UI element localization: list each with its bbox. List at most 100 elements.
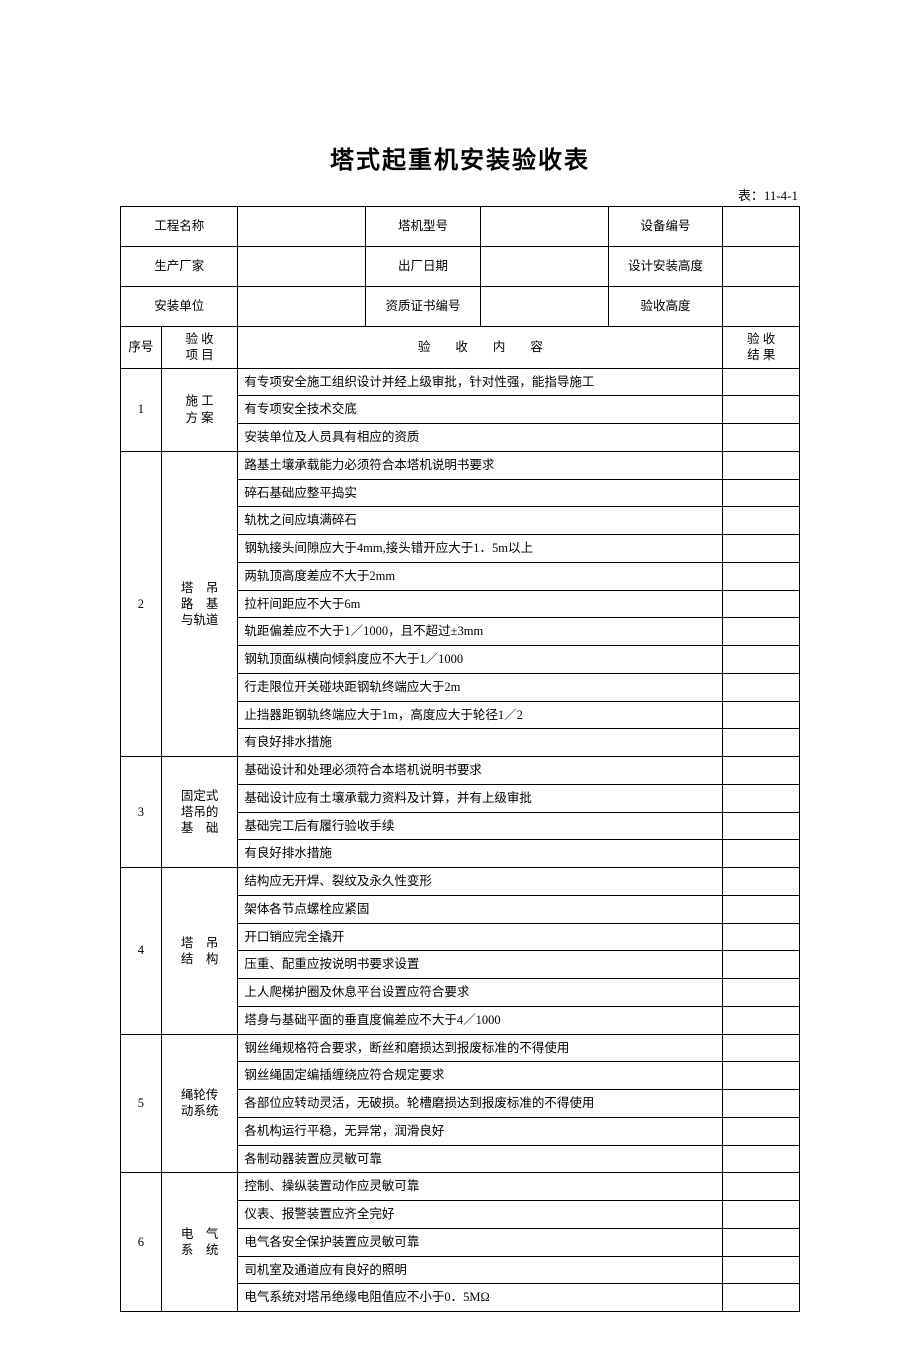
header-label: 设备编号 xyxy=(608,207,723,247)
category-cell: 塔 吊路 基与轨道 xyxy=(161,451,238,756)
header-label: 工程名称 xyxy=(121,207,238,247)
table-row: 2塔 吊路 基与轨道路基土壤承载能力必须符合本塔机说明书要求 xyxy=(121,451,800,479)
seq-cell: 4 xyxy=(121,868,162,1035)
content-cell: 司机室及通道应有良好的照明 xyxy=(238,1256,723,1284)
header-value xyxy=(480,247,608,287)
seq-cell: 5 xyxy=(121,1034,162,1173)
col-header-result: 验 收结 果 xyxy=(723,327,800,369)
table-row: 1施 工方 案有专项安全施工组织设计并经上级审批，针对性强，能指导施工 xyxy=(121,368,800,396)
content-cell: 钢轨接头间隙应大于4mm,接头错开应大于1．5m以上 xyxy=(238,535,723,563)
result-cell xyxy=(723,590,800,618)
content-cell: 钢丝绳规格符合要求，断丝和磨损达到报废标准的不得使用 xyxy=(238,1034,723,1062)
header-value xyxy=(238,207,366,247)
content-cell: 上人爬梯护圈及休息平台设置应符合要求 xyxy=(238,979,723,1007)
header-value xyxy=(723,287,800,327)
content-cell: 有专项安全技术交底 xyxy=(238,396,723,424)
result-cell xyxy=(723,673,800,701)
result-cell xyxy=(723,618,800,646)
content-cell: 压重、配重应按说明书要求设置 xyxy=(238,951,723,979)
result-cell xyxy=(723,729,800,757)
content-cell: 有良好排水措施 xyxy=(238,729,723,757)
content-cell: 塔身与基础平面的垂直度偏差应不大于4／1000 xyxy=(238,1006,723,1034)
header-label: 设计安装高度 xyxy=(608,247,723,287)
col-header-content: 验 收 内 容 xyxy=(238,327,723,369)
result-cell xyxy=(723,979,800,1007)
result-cell xyxy=(723,1201,800,1229)
result-cell xyxy=(723,562,800,590)
content-cell: 基础设计应有土壤承载力资料及计算，并有上级审批 xyxy=(238,784,723,812)
result-cell xyxy=(723,812,800,840)
result-cell xyxy=(723,424,800,452)
header-label: 资质证书编号 xyxy=(366,287,481,327)
header-value xyxy=(238,287,366,327)
result-cell xyxy=(723,1062,800,1090)
result-cell xyxy=(723,479,800,507)
content-cell: 有专项安全施工组织设计并经上级审批，针对性强，能指导施工 xyxy=(238,368,723,396)
content-cell: 钢轨顶面纵横向倾斜度应不大于1／1000 xyxy=(238,646,723,674)
result-cell xyxy=(723,701,800,729)
result-cell xyxy=(723,1006,800,1034)
content-cell: 路基土壤承载能力必须符合本塔机说明书要求 xyxy=(238,451,723,479)
content-cell: 碎石基础应整平捣实 xyxy=(238,479,723,507)
result-cell xyxy=(723,868,800,896)
content-cell: 控制、操纵装置动作应灵敏可靠 xyxy=(238,1173,723,1201)
content-cell: 轨枕之间应填满碎石 xyxy=(238,507,723,535)
col-header-seq: 序号 xyxy=(121,327,162,369)
content-cell: 各机构运行平稳，无异常，润滑良好 xyxy=(238,1117,723,1145)
content-cell: 止挡器距钢轨终端应大于1m，高度应大于轮径1／2 xyxy=(238,701,723,729)
result-cell xyxy=(723,840,800,868)
result-cell xyxy=(723,1090,800,1118)
result-cell xyxy=(723,1256,800,1284)
seq-cell: 6 xyxy=(121,1173,162,1312)
category-cell: 固定式塔吊的基 础 xyxy=(161,757,238,868)
category-cell: 电 气系 统 xyxy=(161,1173,238,1312)
result-cell xyxy=(723,1284,800,1312)
content-cell: 轨距偏差应不大于1／1000，且不超过±3mm xyxy=(238,618,723,646)
content-cell: 安装单位及人员具有相应的资质 xyxy=(238,424,723,452)
table-row: 3固定式塔吊的基 础基础设计和处理必须符合本塔机说明书要求 xyxy=(121,757,800,785)
table-row: 5绳轮传动系统钢丝绳规格符合要求，断丝和磨损达到报废标准的不得使用 xyxy=(121,1034,800,1062)
content-cell: 行走限位开关碰块距钢轨终端应大于2m xyxy=(238,673,723,701)
result-cell xyxy=(723,646,800,674)
seq-cell: 1 xyxy=(121,368,162,451)
header-value xyxy=(723,207,800,247)
table-row: 6电 气系 统控制、操纵装置动作应灵敏可靠 xyxy=(121,1173,800,1201)
table-row: 4塔 吊结 构结构应无开焊、裂纹及永久性变形 xyxy=(121,868,800,896)
result-cell xyxy=(723,895,800,923)
result-cell xyxy=(723,1145,800,1173)
content-cell: 开口销应完全撬开 xyxy=(238,923,723,951)
content-cell: 基础完工后有履行验收手续 xyxy=(238,812,723,840)
result-cell xyxy=(723,1034,800,1062)
content-cell: 钢丝绳固定编插缠绕应符合规定要求 xyxy=(238,1062,723,1090)
result-cell xyxy=(723,784,800,812)
content-cell: 基础设计和处理必须符合本塔机说明书要求 xyxy=(238,757,723,785)
header-label: 安装单位 xyxy=(121,287,238,327)
category-cell: 塔 吊结 构 xyxy=(161,868,238,1035)
content-cell: 电气系统对塔吊绝缘电阻值应不小于0．5MΩ xyxy=(238,1284,723,1312)
result-cell xyxy=(723,951,800,979)
inspection-table: 工程名称塔机型号设备编号生产厂家出厂日期设计安装高度安装单位资质证书编号验收高度… xyxy=(120,206,800,1312)
content-cell: 有良好排水措施 xyxy=(238,840,723,868)
result-cell xyxy=(723,1228,800,1256)
header-value xyxy=(480,207,608,247)
result-cell xyxy=(723,1173,800,1201)
header-label: 生产厂家 xyxy=(121,247,238,287)
content-cell: 各部位应转动灵活，无破损。轮槽磨损达到报废标准的不得使用 xyxy=(238,1090,723,1118)
result-cell xyxy=(723,535,800,563)
result-cell xyxy=(723,368,800,396)
content-cell: 结构应无开焊、裂纹及永久性变形 xyxy=(238,868,723,896)
result-cell xyxy=(723,451,800,479)
seq-cell: 2 xyxy=(121,451,162,756)
header-label: 出厂日期 xyxy=(366,247,481,287)
table-label: 表：11-4-1 xyxy=(120,185,800,204)
result-cell xyxy=(723,757,800,785)
header-label: 塔机型号 xyxy=(366,207,481,247)
col-header-category: 验 收项 目 xyxy=(161,327,238,369)
result-cell xyxy=(723,507,800,535)
header-value xyxy=(238,247,366,287)
header-value xyxy=(723,247,800,287)
content-cell: 仪表、报警装置应齐全完好 xyxy=(238,1201,723,1229)
content-cell: 两轨顶高度差应不大于2mm xyxy=(238,562,723,590)
content-cell: 拉杆间距应不大于6m xyxy=(238,590,723,618)
content-cell: 架体各节点螺栓应紧固 xyxy=(238,895,723,923)
